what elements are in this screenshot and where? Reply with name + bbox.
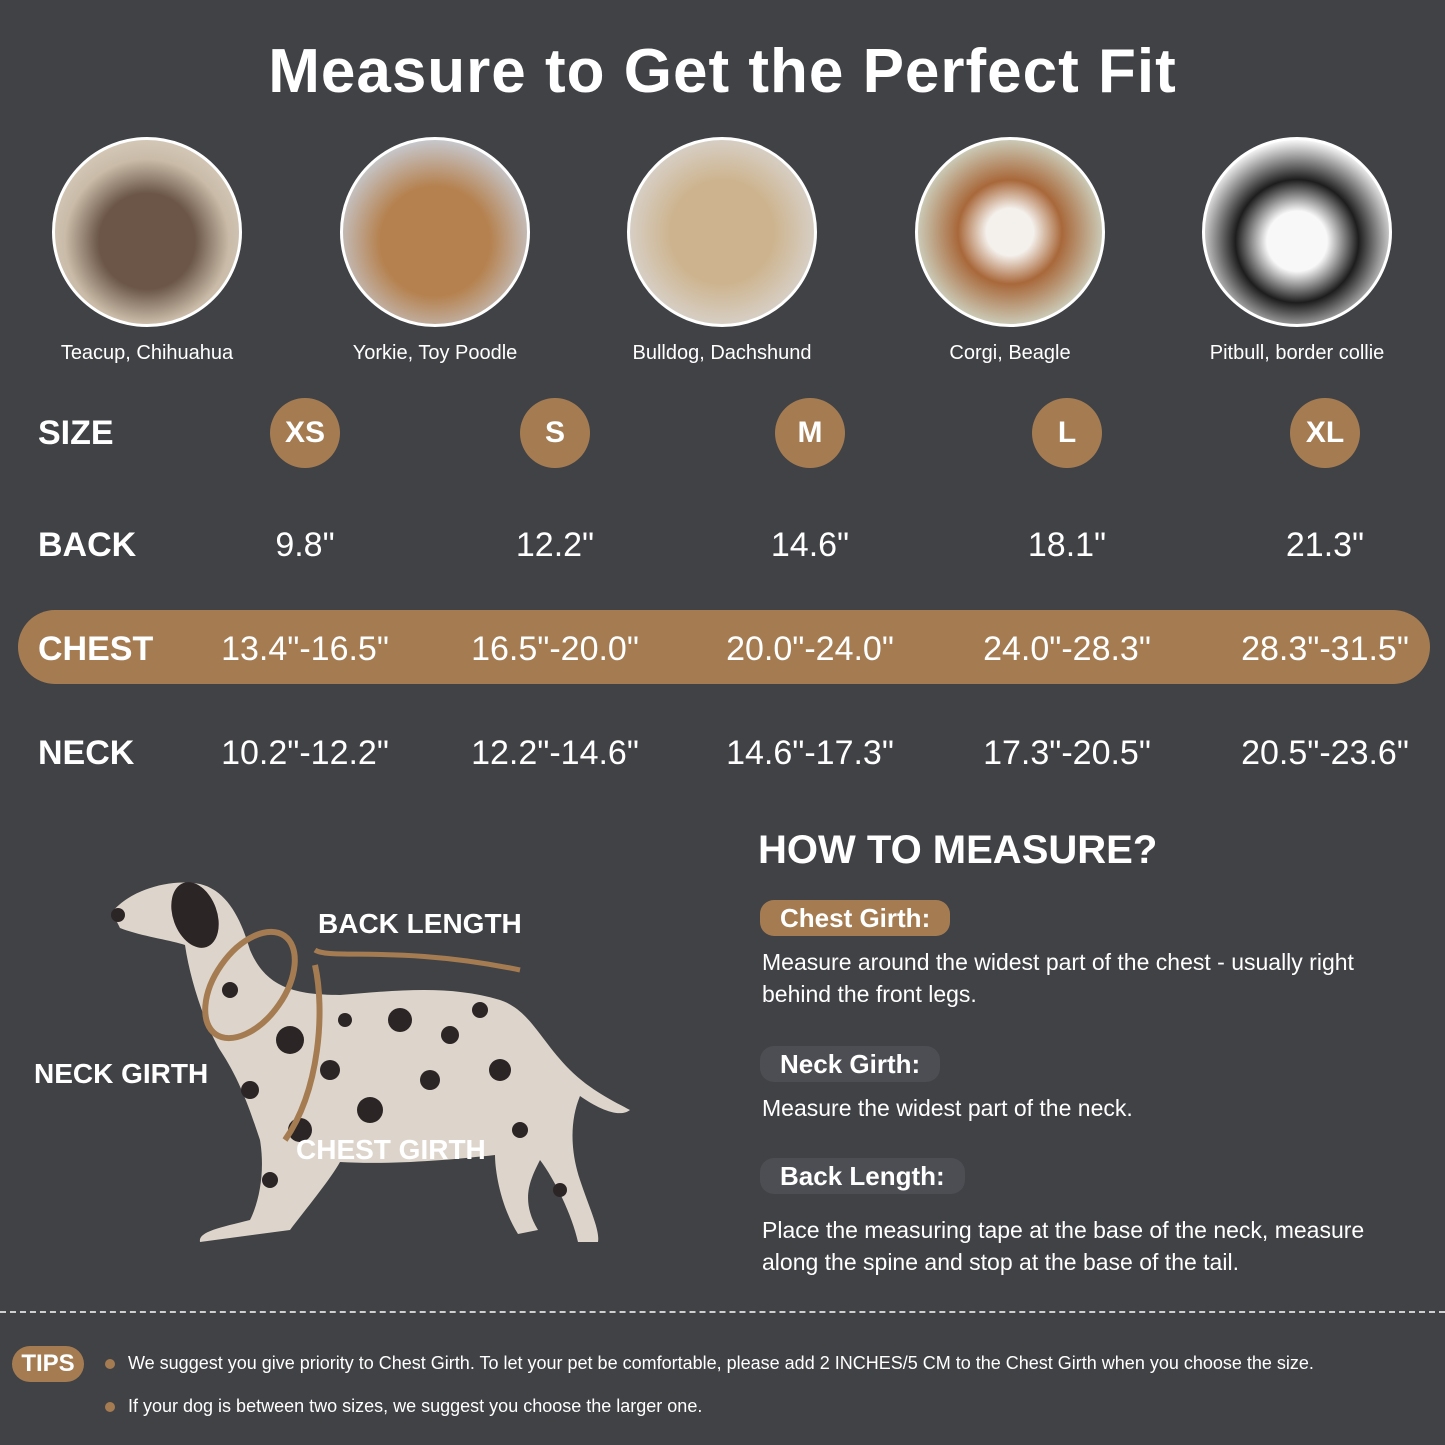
back-value: 12.2" bbox=[515, 526, 595, 564]
page-title: Measure to Get the Perfect Fit bbox=[268, 37, 1177, 106]
chest-value: 16.5"-20.0" bbox=[471, 630, 639, 668]
neck-value: 20.5"-23.6" bbox=[1241, 734, 1409, 772]
chest-value: 13.4"-16.5" bbox=[221, 630, 389, 668]
neck-value: 14.6"-17.3" bbox=[726, 734, 894, 772]
dalmatian-illustration bbox=[111, 882, 630, 1242]
back-value: 18.1" bbox=[1027, 526, 1107, 564]
breed-caption: Teacup, Chihuahua bbox=[60, 342, 234, 364]
yorkie-photo bbox=[340, 137, 530, 327]
breed-caption: Pitbull, border collie bbox=[1209, 342, 1385, 364]
chest-girth-label: CHEST GIRTH bbox=[296, 1134, 486, 1165]
breed-caption: Yorkie, Toy Poodle bbox=[352, 342, 518, 364]
chest-value: 20.0"-24.0" bbox=[726, 630, 894, 668]
back-length-pill: Back Length: bbox=[760, 1158, 965, 1194]
back-value: 9.8" bbox=[275, 526, 335, 564]
size-badge-m: M bbox=[775, 398, 845, 468]
neck-row-label: NECK bbox=[38, 734, 135, 772]
tip-text: If your dog is between two sizes, we sug… bbox=[128, 1396, 703, 1416]
chest-row-label: CHEST bbox=[38, 630, 154, 668]
size-badge-s: S bbox=[520, 398, 590, 468]
breed-caption: Bulldog, Dachshund bbox=[632, 342, 812, 364]
neck-value: 12.2"-14.6" bbox=[471, 734, 639, 772]
how-to-measure-title: HOW TO MEASURE? bbox=[758, 828, 1158, 872]
back-row-label: BACK bbox=[38, 526, 137, 564]
neck-girth-description: Measure the widest part of the neck. bbox=[762, 1095, 1133, 1121]
size-badge-xs: XS bbox=[270, 398, 340, 468]
tip-item: If your dog is between two sizes, we sug… bbox=[105, 1396, 702, 1417]
back-value: 14.6" bbox=[770, 526, 850, 564]
back-length-description: Place the measuring tape at the base of … bbox=[762, 1217, 1365, 1275]
neck-value: 10.2"-12.2" bbox=[221, 734, 389, 772]
size-badge-xl: XL bbox=[1290, 398, 1360, 468]
dashed-divider bbox=[0, 1311, 1445, 1313]
chest-value: 28.3"-31.5" bbox=[1241, 630, 1409, 668]
tip-item: We suggest you give priority to Chest Gi… bbox=[105, 1353, 1314, 1374]
chest-girth-description: Measure around the widest part of the ch… bbox=[762, 949, 1354, 1007]
neck-girth-label: NECK GIRTH bbox=[34, 1058, 209, 1089]
chest-row-highlight bbox=[18, 610, 1430, 684]
beagle-photo bbox=[915, 137, 1105, 327]
chihuahua-photo bbox=[52, 137, 242, 327]
size-badge-l: L bbox=[1032, 398, 1102, 468]
back-length-label: BACK LENGTH bbox=[318, 908, 522, 939]
neck-value: 17.3"-20.5" bbox=[983, 734, 1151, 772]
chest-girth-pill: Chest Girth: bbox=[760, 900, 951, 936]
bullet-icon bbox=[105, 1402, 115, 1413]
tip-text: We suggest you give priority to Chest Gi… bbox=[128, 1353, 1314, 1373]
border-collie-photo bbox=[1202, 137, 1392, 327]
bullet-icon bbox=[105, 1359, 115, 1370]
tips-badge: TIPS bbox=[12, 1346, 84, 1382]
neck-girth-pill: Neck Girth: bbox=[760, 1046, 941, 1082]
breed-caption: Corgi, Beagle bbox=[949, 342, 1071, 364]
size-row-label: SIZE bbox=[38, 414, 114, 452]
pug-photo bbox=[627, 137, 817, 327]
back-value: 21.3" bbox=[1285, 526, 1365, 564]
chest-value: 24.0"-28.3" bbox=[983, 630, 1151, 668]
